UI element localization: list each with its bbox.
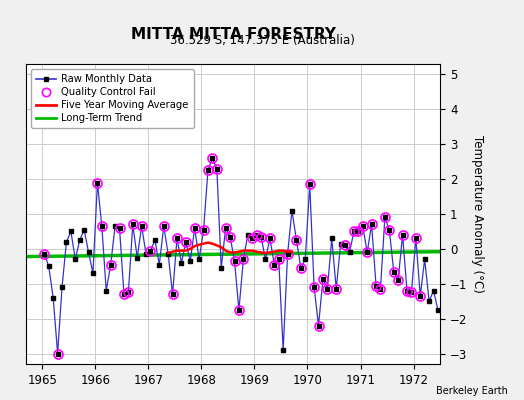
Y-axis label: Temperature Anomaly (°C): Temperature Anomaly (°C)	[471, 135, 484, 293]
Title: MITTA MITTA FORESTRY: MITTA MITTA FORESTRY	[130, 27, 336, 42]
Text: Berkeley Earth: Berkeley Earth	[436, 386, 508, 396]
Text: 36.529 S, 147.375 E (Australia): 36.529 S, 147.375 E (Australia)	[170, 34, 354, 47]
Legend: Raw Monthly Data, Quality Control Fail, Five Year Moving Average, Long-Term Tren: Raw Monthly Data, Quality Control Fail, …	[31, 69, 193, 128]
